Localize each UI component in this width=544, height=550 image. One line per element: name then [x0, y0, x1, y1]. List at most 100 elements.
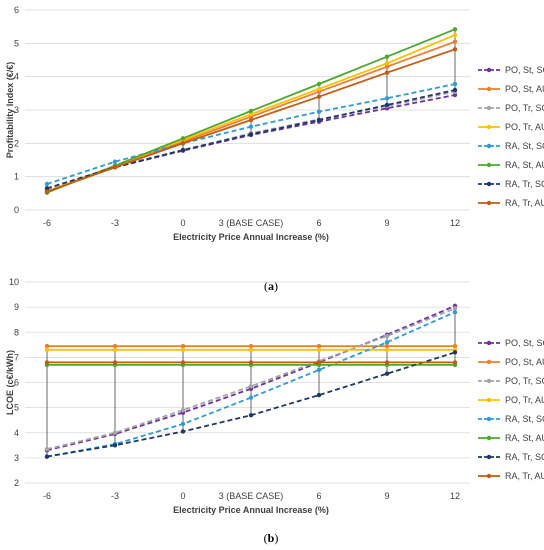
legend-marker: [486, 124, 492, 130]
legend-marker: [486, 67, 492, 73]
legend-label: PO, Tr, AU: [505, 395, 544, 405]
y-tick-label: 4: [14, 428, 19, 438]
data-point: [384, 70, 390, 75]
legend-label: PO, St, SC: [505, 65, 544, 75]
data-point: [452, 309, 458, 315]
data-point: [452, 343, 458, 349]
data-point: [452, 360, 458, 365]
data-point: [44, 343, 50, 349]
data-point: [180, 360, 186, 365]
y-tick-label: 5: [14, 403, 19, 413]
x-tick-label: 9: [384, 491, 389, 501]
x-tick-label: -6: [43, 491, 51, 501]
data-point: [112, 159, 118, 164]
legend-label: RA, Tr, AU: [505, 198, 544, 208]
y-tick-label: 6: [14, 5, 19, 15]
y-tick-label: 6: [14, 378, 19, 388]
data-point: [316, 347, 322, 353]
data-point: [384, 340, 390, 345]
data-point: [452, 87, 458, 93]
data-point: [248, 360, 254, 365]
data-point: [316, 360, 322, 365]
x-tick-label: 6: [316, 218, 321, 228]
legend-marker: [486, 359, 492, 365]
legend-marker: [486, 397, 492, 403]
x-axis-title: Electricity Price Annual Increase (%): [173, 232, 329, 242]
data-point: [112, 343, 118, 349]
data-point: [112, 430, 118, 435]
legend-marker: [486, 454, 492, 460]
data-point: [316, 86, 322, 92]
data-point: [384, 102, 390, 108]
legend-marker: [486, 181, 492, 187]
data-point: [248, 343, 254, 349]
legend-label: PO, Tr, SC: [505, 376, 544, 386]
x-tick-label: 0: [180, 491, 185, 501]
data-point: [452, 32, 458, 38]
series-line: [46, 90, 456, 191]
data-point: [316, 367, 322, 373]
caption: (a): [264, 279, 278, 293]
y-tick-label: 0: [14, 205, 19, 215]
data-point: [384, 360, 390, 365]
legend-marker: [486, 143, 492, 149]
data-point: [452, 92, 458, 98]
legend-label: RA, St, SC: [505, 414, 544, 424]
data-point: [248, 117, 254, 123]
x-axis-title: Electricity Price Annual Increase (%): [173, 505, 329, 515]
data-point: [452, 47, 458, 52]
x-tick-label: -3: [111, 491, 119, 501]
y-tick-label: 1: [14, 172, 19, 182]
legend-marker: [486, 86, 492, 92]
legend-marker: [486, 105, 492, 111]
data-point: [316, 109, 322, 114]
data-point: [112, 165, 118, 170]
data-point: [44, 186, 50, 191]
data-point: [384, 333, 390, 339]
data-point: [452, 350, 458, 355]
data-point: [180, 141, 186, 146]
legend-label: RA, Tr, AU: [505, 471, 544, 481]
data-point: [180, 429, 186, 434]
data-point: [452, 27, 458, 32]
x-tick-label: 3 (BASE CASE): [219, 491, 284, 501]
y-tick-label: 3: [14, 105, 19, 115]
legend-label: PO, Tr, AU: [505, 122, 544, 132]
data-point: [384, 54, 390, 59]
data-point: [248, 108, 254, 114]
series-line: [46, 89, 456, 190]
y-tick-label: 2: [14, 138, 19, 148]
legend-marker: [486, 200, 492, 206]
y-tick-label: 5: [14, 38, 19, 48]
legend-label: PO, St, SC: [505, 338, 544, 348]
legend-label: RA, Tr, SC: [505, 179, 544, 189]
data-point: [452, 39, 458, 44]
legend-marker: [486, 378, 492, 384]
data-point: [44, 360, 50, 365]
data-point: [248, 412, 254, 418]
data-point: [180, 343, 186, 349]
legend: PO, St, SC PO, St, AU PO, Tr, SC PO, Tr, AU…: [478, 338, 544, 481]
data-point: [316, 81, 322, 87]
data-point: [452, 81, 458, 87]
data-point: [316, 343, 322, 349]
data-point: [44, 454, 50, 459]
y-tick-label: 8: [14, 327, 19, 337]
legend-label: RA, St, AU: [505, 433, 544, 443]
data-point: [112, 360, 118, 365]
data-point: [248, 347, 254, 353]
legend-label: PO, St, AU: [505, 357, 544, 367]
data-point: [44, 446, 50, 452]
data-point: [248, 132, 254, 137]
y-tick-label: 10: [9, 277, 19, 287]
data-point: [452, 306, 458, 311]
caption: (b): [264, 531, 279, 545]
data-point: [44, 181, 50, 187]
y-tick-label: 7: [14, 352, 19, 362]
legend-marker: [486, 416, 492, 422]
data-point: [384, 64, 390, 69]
y-axis-title: Profitability Index (€/€): [5, 62, 15, 159]
legend-label: RA, St, SC: [505, 141, 544, 151]
data-point: [112, 443, 118, 448]
